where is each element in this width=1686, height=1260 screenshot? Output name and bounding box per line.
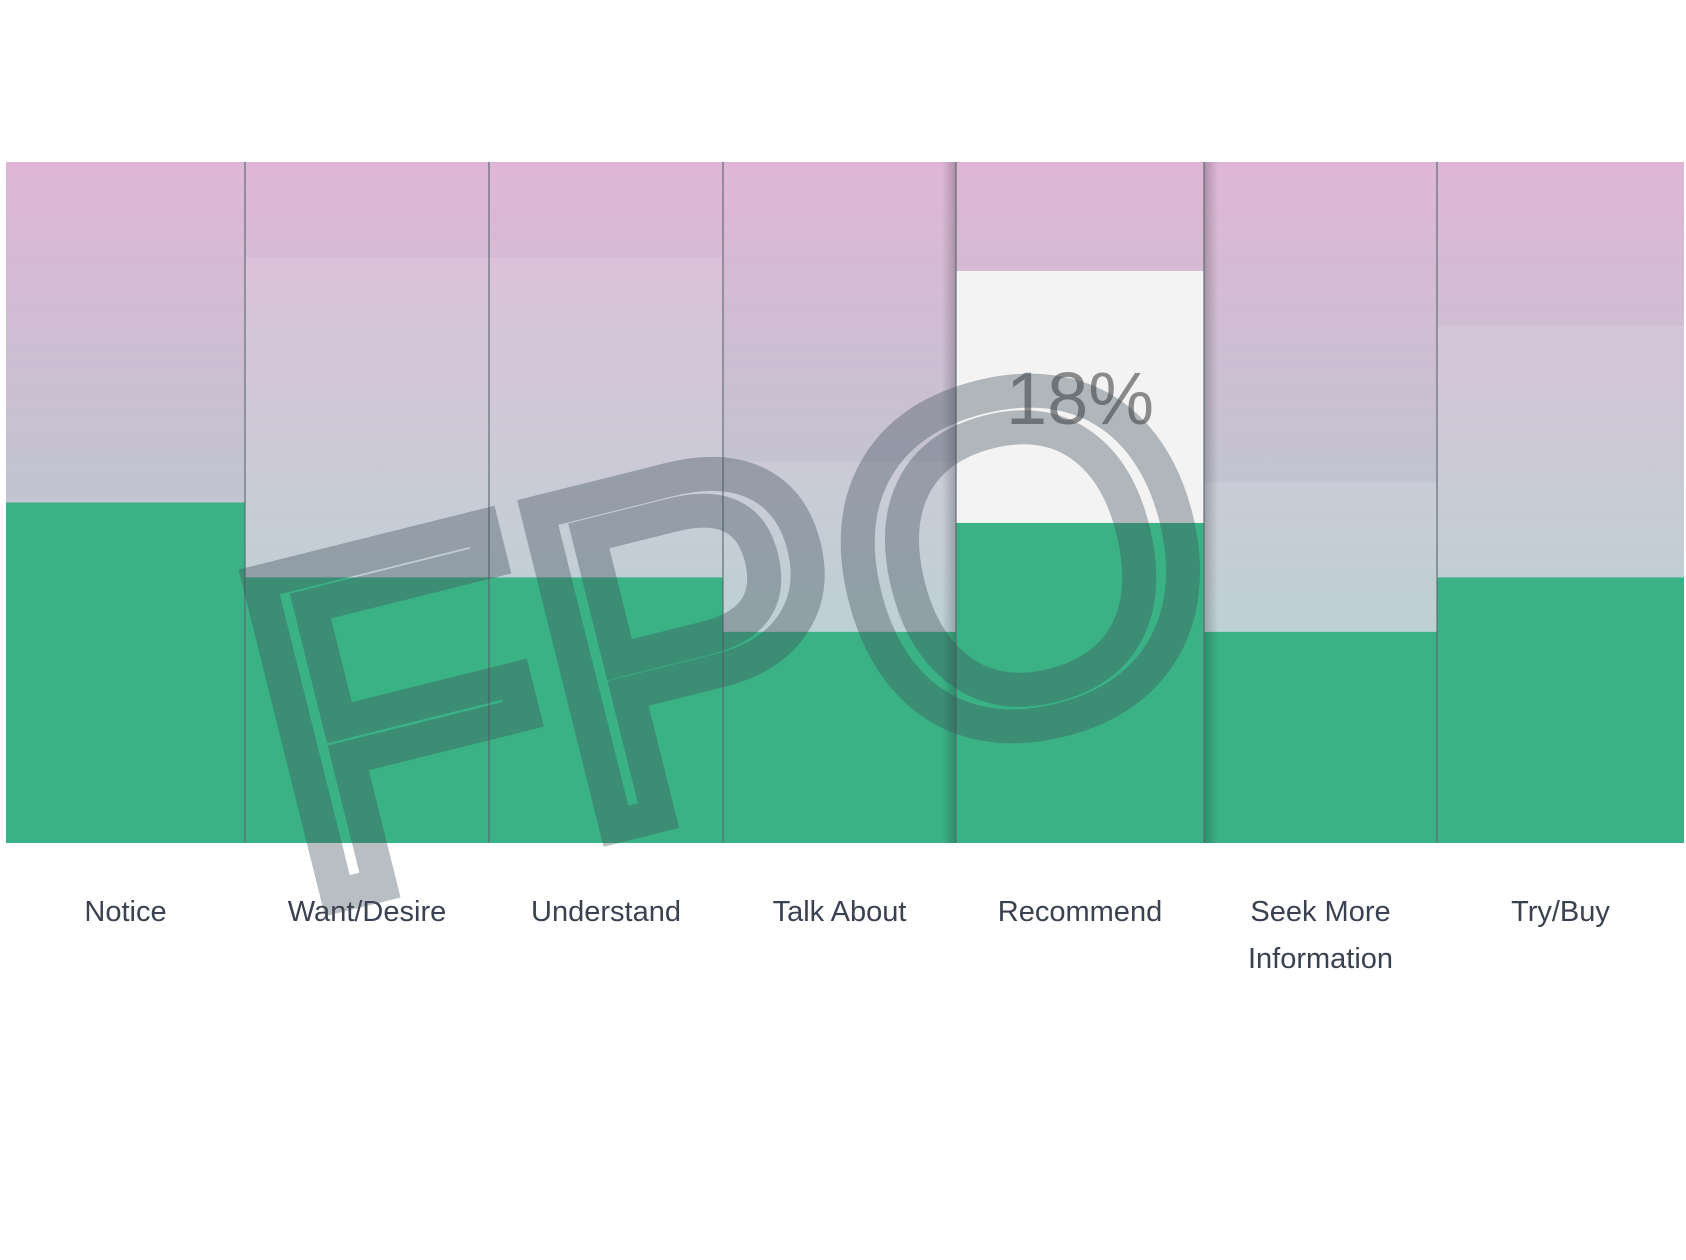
category-label: Recommend	[998, 896, 1162, 928]
mid-band	[245, 257, 489, 578]
bar-want-desire	[245, 577, 489, 843]
bars	[6, 502, 1684, 843]
highlight-value-label: 18%	[1006, 357, 1154, 440]
category-label: Notice	[84, 896, 166, 928]
mid-band	[723, 461, 956, 632]
category-label: Want/Desire	[288, 896, 446, 928]
category-label: Talk About	[773, 896, 907, 928]
highlight-shadow-left	[942, 162, 956, 843]
bar-try-buy	[1437, 577, 1684, 843]
category-labels: Notice Want/Desire Understand Talk About Rec…	[84, 896, 1610, 975]
bar-talk-about	[723, 631, 956, 843]
bar-understand	[489, 577, 723, 843]
bar-notice	[6, 502, 245, 843]
mid-bands	[245, 257, 1684, 632]
highlight-shadow-right	[1204, 162, 1218, 843]
column-dividers	[244, 162, 1438, 843]
mid-band	[489, 257, 723, 578]
highlight-box	[956, 270, 1204, 523]
category-label: Seek More Information	[1248, 896, 1393, 975]
mid-band	[1437, 325, 1684, 578]
mid-band	[1204, 482, 1437, 632]
category-label: Try/Buy	[1511, 896, 1610, 928]
bar-recommend	[956, 522, 1204, 843]
bar-seek-more-information	[1204, 631, 1437, 843]
category-label: Understand	[531, 896, 681, 928]
highlight-callout: 18%	[942, 162, 1218, 843]
